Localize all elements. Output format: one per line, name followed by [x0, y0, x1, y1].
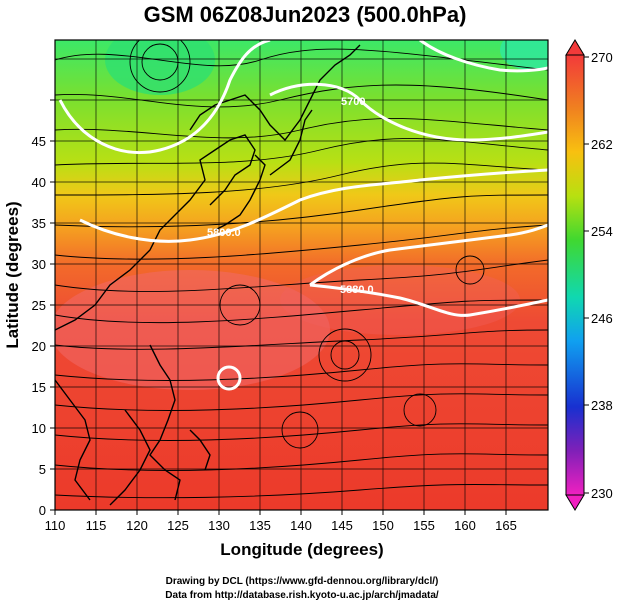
footer-credit: Drawing by DCL (https://www.gfd-dennou.o…	[166, 576, 439, 587]
colorbar-tick: 254	[591, 224, 613, 239]
x-tick-label: 165	[495, 518, 517, 533]
colorbar-tick: 230	[591, 486, 613, 501]
contour-5700-ne	[419, 40, 548, 73]
x-tick-label: 160	[454, 518, 476, 533]
x-tick-label: 135	[249, 518, 271, 533]
y-axis: 0 5 10 15 20 25 30 35 40 45	[32, 99, 55, 518]
cold-pocket-east	[500, 40, 548, 70]
x-tick-label: 115	[86, 518, 107, 533]
typhoon-marker	[216, 365, 242, 391]
contour-5700-east	[269, 82, 548, 142]
x-tick-label: 150	[372, 518, 394, 533]
colorbar-tick: 270	[591, 50, 613, 65]
y-tick-label: 30	[32, 257, 46, 272]
coastlines	[55, 44, 361, 506]
y-tick-label: 40	[32, 175, 46, 190]
colorbar-tick: 238	[591, 398, 613, 413]
y-tick-label: 45	[32, 134, 46, 149]
contour-5880-bottom	[309, 283, 548, 317]
x-tick-label: 120	[126, 518, 148, 533]
contour-5800	[79, 168, 548, 243]
plot-area: 5700 5800.0 5880.0	[55, 40, 548, 510]
y-tick-label: 35	[32, 216, 46, 231]
x-tick-label: 155	[413, 518, 435, 533]
colorbar-tick: 246	[591, 311, 613, 326]
x-tick-label: 140	[290, 518, 312, 533]
height-contours	[58, 40, 548, 317]
x-tick-label: 130	[208, 518, 230, 533]
x-axis: 110 115 120 125 130 135 140 145 150 155 …	[45, 510, 517, 533]
x-tick-label: 125	[167, 518, 189, 533]
cold-pocket	[105, 40, 215, 95]
footer-source: Data from http://database.rish.kyoto-u.a…	[165, 590, 439, 601]
y-tick-label: 5	[39, 462, 46, 477]
contour-label-5700: 5700	[341, 96, 365, 108]
x-tick-label: 110	[45, 518, 66, 533]
y-tick-label: 0	[39, 503, 46, 518]
warm-region-east	[280, 265, 520, 335]
colorbar-scale	[565, 54, 585, 496]
y-tick-label: 10	[32, 421, 46, 436]
y-tick-label: 15	[32, 380, 46, 395]
colorbar-min-arrow	[565, 494, 585, 511]
chart-title: GSM 06Z08Jun2023 (500.0hPa)	[144, 2, 467, 27]
warm-region	[55, 270, 330, 390]
x-tick-label: 145	[331, 518, 353, 533]
contour-label-5800: 5800.0	[207, 227, 241, 239]
colorbar-max-arrow	[565, 39, 585, 56]
colorbar: 270 262 254 246 238 230	[565, 39, 613, 511]
contour-5880-top	[309, 223, 548, 287]
y-axis-label: Latitude (degrees)	[3, 201, 22, 348]
x-axis-label: Longitude (degrees)	[220, 540, 383, 559]
contour-5700-west	[58, 40, 271, 155]
contour-label-5880: 5880.0	[340, 284, 374, 296]
y-tick-label: 25	[32, 298, 46, 313]
colorbar-tick: 262	[591, 137, 613, 152]
y-tick-label: 20	[32, 339, 46, 354]
